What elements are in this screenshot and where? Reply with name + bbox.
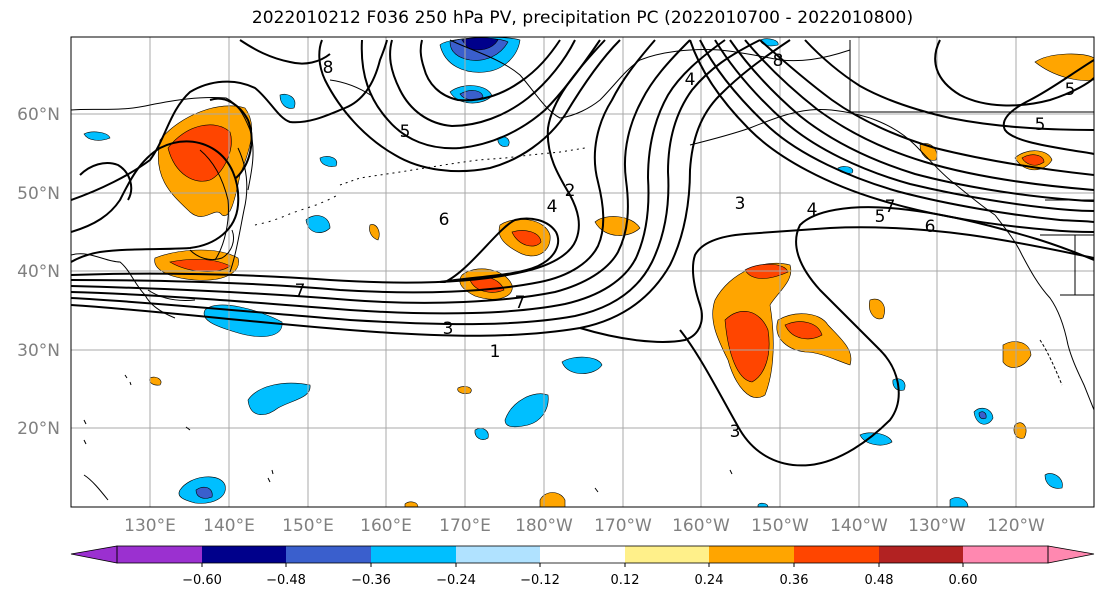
- colorbar-extend-min: [70, 545, 118, 564]
- lat-label: 50°N: [17, 184, 60, 204]
- colorbar-extend-max: [1047, 545, 1095, 564]
- colorbar-frame: [116, 545, 1049, 564]
- colorbar-tick-label: 0.48: [865, 573, 894, 588]
- precip-positive-shading: [149, 53, 1094, 507]
- colorbar-tick-label: −0.12: [520, 573, 560, 588]
- longitude-labels: 130°E 140°E 150°E 160°E 170°E 180°W 170°…: [124, 516, 1045, 536]
- contour-label: 5: [1065, 80, 1076, 100]
- contour-label: 7: [515, 293, 526, 313]
- lon-label: 150°E: [282, 516, 334, 536]
- lat-label: 60°N: [17, 105, 60, 125]
- lon-label: 160°E: [360, 516, 412, 536]
- contour-label: 5: [400, 122, 411, 142]
- colorbar-bin: [963, 546, 1048, 563]
- lon-label: 140°E: [203, 516, 255, 536]
- contour-label: 2: [565, 181, 576, 201]
- lat-label: 20°N: [17, 419, 60, 439]
- contour-label: 8: [773, 51, 784, 71]
- lon-label: 130°W: [908, 516, 966, 536]
- lat-label: 30°N: [17, 341, 60, 361]
- colorbar-tick-label: 0.36: [780, 573, 809, 588]
- colorbar-bin: [117, 546, 202, 563]
- contour-label: 5: [875, 207, 886, 227]
- contour-label: 1: [490, 342, 501, 362]
- colorbar-bin: [794, 546, 879, 563]
- contour-label: 7: [295, 281, 306, 301]
- lon-label: 170°E: [439, 516, 491, 536]
- colorbar-tick-label: −0.24: [436, 573, 476, 588]
- colorbar-ticks: [201, 563, 964, 567]
- colorbar: −0.60 −0.48 −0.36 −0.24 −0.12 0.12 0.24 …: [70, 545, 1095, 588]
- lon-label: 150°W: [751, 516, 809, 536]
- figure-title: 2022010212 F036 250 hPa PV, precipitatio…: [251, 8, 914, 28]
- lon-label: 140°W: [830, 516, 888, 536]
- pv-contours: [71, 39, 1094, 467]
- lon-label: 160°W: [672, 516, 730, 536]
- colorbar-tick-label: −0.36: [351, 573, 391, 588]
- contour-label: 6: [925, 217, 936, 237]
- colorbar-bin: [625, 546, 709, 563]
- graticule: [71, 37, 1094, 507]
- contour-label: 4: [547, 197, 558, 217]
- colorbar-tick-label: 0.12: [611, 573, 640, 588]
- colorbar-bin: [879, 546, 963, 563]
- colorbar-tick-label: −0.48: [266, 573, 306, 588]
- lon-label: 120°W: [987, 516, 1045, 536]
- latitude-labels: 60°N 50°N 40°N 30°N 20°N: [17, 105, 60, 439]
- lon-label: 170°W: [594, 516, 652, 536]
- contour-label: 4: [807, 200, 818, 220]
- contour-label: 3: [730, 422, 741, 442]
- colorbar-segments: [117, 546, 1048, 563]
- colorbar-bin: [286, 546, 371, 563]
- lon-label: 180°W: [515, 516, 573, 536]
- contour-label: 5: [1035, 115, 1046, 135]
- colorbar-tick-label: 0.60: [949, 573, 978, 588]
- colorbar-bin: [371, 546, 456, 563]
- colorbar-bin: [540, 546, 625, 563]
- lat-label: 40°N: [17, 262, 60, 282]
- contour-label: 3: [443, 319, 454, 339]
- contour-label: 7: [885, 197, 896, 217]
- colorbar-tick-labels: −0.60 −0.48 −0.36 −0.24 −0.12 0.12 0.24 …: [182, 573, 977, 588]
- contour-label: 4: [685, 70, 696, 90]
- contour-label: 8: [323, 58, 334, 78]
- colorbar-tick-label: −0.60: [182, 573, 222, 588]
- contour-label: 6: [439, 210, 450, 230]
- colorbar-tick-label: 0.24: [695, 573, 724, 588]
- contour-label: 3: [735, 194, 746, 214]
- lon-label: 130°E: [124, 516, 176, 536]
- plot-border: [70, 36, 1095, 508]
- colorbar-bin: [456, 546, 540, 563]
- contour-labels: 8 8 7 6 5 4 3 2 1 7 6 5 4 3 7 5 5 4 3: [295, 51, 1076, 442]
- colorbar-bin: [709, 546, 794, 563]
- colorbar-bin: [202, 546, 286, 563]
